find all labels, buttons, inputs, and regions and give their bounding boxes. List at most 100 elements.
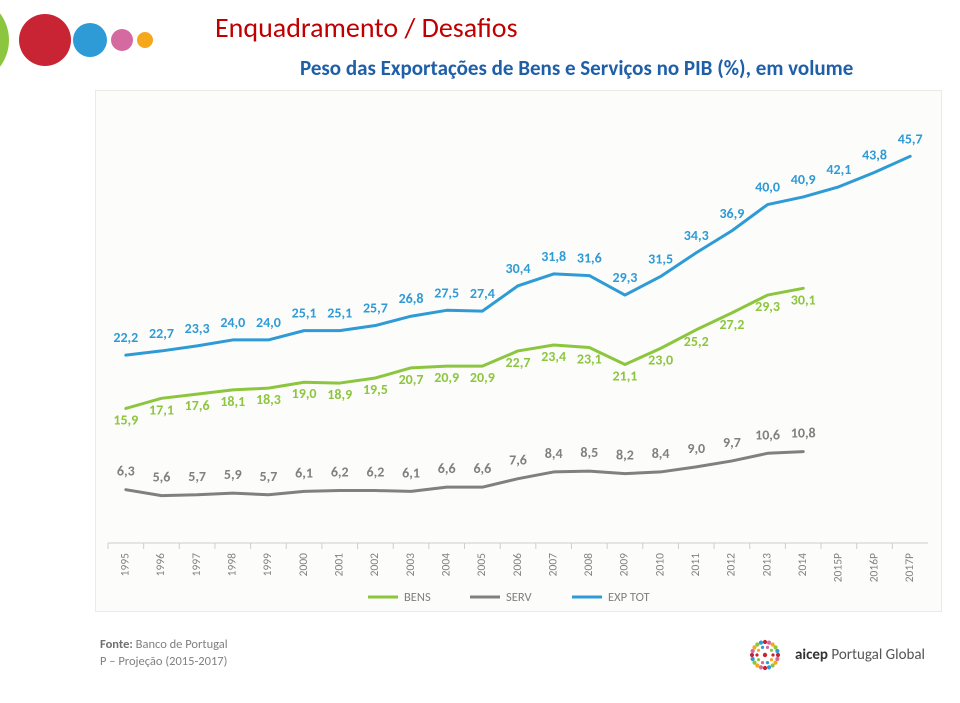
svg-text:6,1: 6,1	[295, 464, 313, 481]
svg-text:30,4: 30,4	[506, 260, 531, 277]
svg-text:1996: 1996	[154, 553, 168, 576]
svg-text:40,9: 40,9	[791, 171, 816, 188]
svg-text:6,3: 6,3	[117, 463, 135, 480]
svg-text:29,3: 29,3	[613, 269, 638, 286]
aicep-logo-text: aicep Portugal Global	[795, 646, 925, 664]
svg-text:2007: 2007	[546, 553, 560, 576]
svg-text:20,7: 20,7	[399, 371, 424, 388]
svg-text:22,7: 22,7	[149, 325, 174, 342]
svg-text:31,8: 31,8	[541, 248, 566, 265]
svg-text:1997: 1997	[190, 553, 204, 576]
svg-text:BENS: BENS	[404, 590, 431, 605]
svg-text:31,5: 31,5	[648, 250, 673, 267]
svg-text:8,4: 8,4	[652, 445, 670, 462]
svg-text:9,0: 9,0	[687, 440, 705, 457]
svg-text:23,3: 23,3	[185, 320, 210, 337]
svg-text:2011: 2011	[689, 553, 703, 576]
svg-text:8,5: 8,5	[580, 444, 598, 461]
svg-text:2001: 2001	[332, 553, 346, 576]
svg-text:5,9: 5,9	[224, 466, 242, 483]
svg-text:27,4: 27,4	[470, 285, 495, 302]
page-subtitle: Peso das Exportações de Bens e Serviços …	[300, 55, 853, 81]
svg-text:22,7: 22,7	[506, 354, 531, 371]
svg-text:18,3: 18,3	[256, 391, 281, 408]
svg-text:6,2: 6,2	[331, 464, 349, 481]
aicep-logo: aicep Portugal Global	[745, 635, 925, 675]
svg-text:10,6: 10,6	[755, 426, 780, 443]
svg-text:42,1: 42,1	[826, 161, 851, 178]
svg-text:27,5: 27,5	[434, 284, 459, 301]
svg-text:8,4: 8,4	[545, 445, 563, 462]
svg-text:2012: 2012	[725, 553, 739, 576]
svg-text:6,1: 6,1	[402, 464, 420, 481]
svg-text:30,1: 30,1	[791, 291, 816, 308]
svg-text:36,9: 36,9	[719, 205, 744, 222]
svg-text:1998: 1998	[226, 553, 240, 576]
svg-text:25,1: 25,1	[327, 305, 352, 322]
svg-text:2009: 2009	[618, 553, 632, 576]
svg-text:27,2: 27,2	[719, 316, 744, 333]
svg-text:6,2: 6,2	[366, 464, 384, 481]
svg-text:19,5: 19,5	[363, 381, 388, 398]
svg-text:EXP TOT: EXP TOT	[608, 590, 650, 605]
footer-source-label: Fonte:	[100, 637, 133, 652]
svg-text:2014: 2014	[796, 553, 810, 576]
svg-text:17,6: 17,6	[185, 397, 210, 414]
svg-text:19,0: 19,0	[292, 385, 317, 402]
svg-text:31,6: 31,6	[577, 250, 602, 267]
svg-text:7,6: 7,6	[509, 452, 527, 469]
svg-text:2010: 2010	[653, 553, 667, 576]
svg-text:SERV: SERV	[506, 590, 532, 605]
svg-text:23,4: 23,4	[541, 348, 566, 365]
svg-text:6,6: 6,6	[473, 460, 491, 477]
svg-text:5,7: 5,7	[188, 468, 206, 485]
svg-text:20,9: 20,9	[434, 369, 459, 386]
svg-text:25,7: 25,7	[363, 300, 388, 317]
svg-text:23,0: 23,0	[648, 351, 673, 368]
page-title: Enquadramento / Desafios	[215, 10, 518, 45]
svg-text:5,7: 5,7	[260, 468, 278, 485]
svg-text:15,9: 15,9	[113, 411, 138, 428]
svg-text:2002: 2002	[368, 553, 382, 576]
svg-text:18,1: 18,1	[220, 393, 245, 410]
svg-text:34,3: 34,3	[684, 227, 709, 244]
line-chart: 1995 1996 1997 1998 1999 2000 2001 2002 2003 2004…	[95, 90, 942, 612]
svg-text:1995: 1995	[119, 553, 133, 576]
logo-light: Portugal Global	[828, 646, 925, 664]
svg-text:43,8: 43,8	[862, 146, 887, 163]
svg-text:2015P: 2015P	[832, 553, 846, 582]
svg-text:2016P: 2016P	[867, 553, 881, 582]
svg-text:24,0: 24,0	[220, 314, 245, 331]
svg-text:20,9: 20,9	[470, 369, 495, 386]
svg-text:2000: 2000	[297, 553, 311, 576]
aicep-logo-icon	[745, 635, 785, 675]
svg-text:40,0: 40,0	[755, 179, 780, 196]
svg-text:29,3: 29,3	[755, 298, 780, 315]
svg-text:1999: 1999	[261, 553, 275, 576]
svg-text:2006: 2006	[511, 553, 525, 576]
svg-text:21,1: 21,1	[613, 367, 638, 384]
svg-text:2005: 2005	[475, 553, 489, 576]
corner-dots-icon	[0, 0, 205, 80]
svg-text:2003: 2003	[404, 553, 418, 576]
svg-text:22,2: 22,2	[113, 329, 138, 346]
svg-text:2004: 2004	[439, 553, 453, 576]
svg-text:17,1: 17,1	[149, 401, 174, 418]
svg-text:8,2: 8,2	[616, 447, 634, 464]
svg-text:9,7: 9,7	[723, 434, 741, 451]
svg-text:25,2: 25,2	[684, 333, 709, 350]
svg-text:5,6: 5,6	[153, 469, 171, 486]
footer-source: Fonte: Banco de Portugal P – Projeção (2…	[100, 637, 228, 671]
slide: Enquadramento / Desafios Peso das Export…	[0, 0, 960, 703]
footer-source-value: Banco de Portugal	[133, 637, 228, 652]
svg-text:2008: 2008	[582, 553, 596, 576]
svg-text:10,8: 10,8	[791, 425, 816, 442]
logo-bold: aicep	[795, 646, 828, 664]
svg-text:2017P: 2017P	[903, 553, 917, 582]
svg-text:26,8: 26,8	[399, 290, 424, 307]
footer-note: P – Projeção (2015-2017)	[100, 654, 227, 669]
svg-text:6,6: 6,6	[438, 460, 456, 477]
svg-text:25,1: 25,1	[292, 305, 317, 322]
svg-text:23,1: 23,1	[577, 351, 602, 368]
svg-text:2013: 2013	[760, 553, 774, 576]
